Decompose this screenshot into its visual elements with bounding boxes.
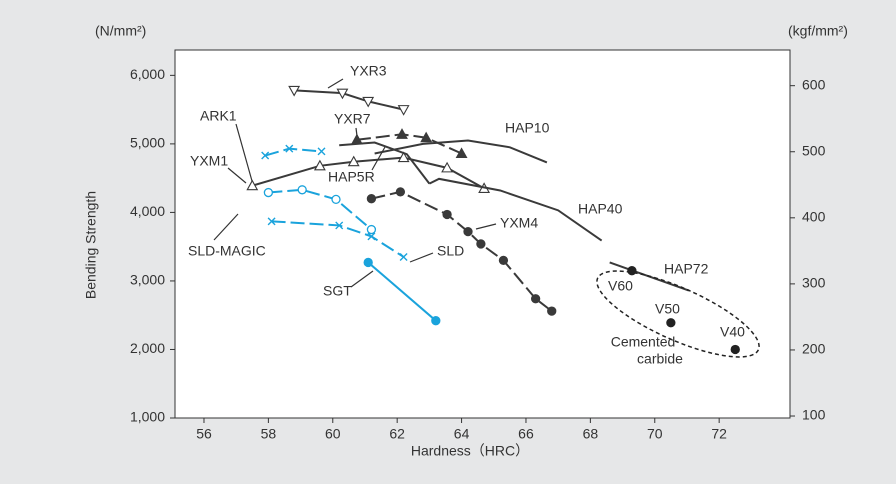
marker bbox=[297, 185, 307, 195]
marker bbox=[362, 96, 375, 108]
marker bbox=[442, 209, 452, 220]
point-label: V60 bbox=[608, 278, 633, 294]
series-label: YXM1 bbox=[190, 153, 228, 169]
series-label: YXM4 bbox=[500, 215, 538, 231]
marker bbox=[288, 85, 301, 97]
x-axis-label: Hardness（HRC） bbox=[411, 443, 529, 459]
y-tick-label: 3,000 bbox=[130, 272, 165, 288]
marker bbox=[285, 144, 294, 153]
point-label: V40 bbox=[720, 324, 745, 340]
series-line bbox=[294, 89, 404, 111]
series-label: HAP10 bbox=[505, 120, 550, 136]
series-line bbox=[371, 190, 553, 312]
y-tick-label: 1,000 bbox=[130, 409, 165, 425]
marker bbox=[335, 221, 344, 230]
series-label: HAP5R bbox=[328, 169, 375, 185]
marker bbox=[441, 161, 454, 173]
marker bbox=[455, 147, 468, 159]
series-line bbox=[367, 261, 437, 322]
marker bbox=[261, 151, 270, 160]
label-arrow bbox=[355, 127, 358, 137]
y-tick-label: 6,000 bbox=[130, 66, 165, 82]
label-arrow bbox=[409, 252, 434, 263]
marker bbox=[267, 217, 276, 226]
series-label: YXR3 bbox=[350, 63, 387, 79]
x-tick-label: 66 bbox=[518, 426, 534, 442]
x-tick-label: 60 bbox=[325, 426, 341, 442]
series-line bbox=[268, 188, 373, 231]
y-tick-label: 2,000 bbox=[130, 340, 165, 356]
x-tick-label: 64 bbox=[454, 426, 470, 442]
series-line bbox=[339, 141, 431, 185]
marker bbox=[420, 131, 433, 143]
series-label: YXR7 bbox=[334, 111, 371, 127]
label-arrow bbox=[235, 123, 253, 182]
marker bbox=[347, 155, 360, 167]
y2-tick-label: 200 bbox=[802, 341, 826, 357]
marker bbox=[395, 187, 406, 197]
y-tick-label: 4,000 bbox=[130, 203, 165, 219]
carbide-label: carbide bbox=[637, 351, 683, 367]
series-label: SLD-MAGIC bbox=[188, 243, 266, 259]
y-unit-label: (N/mm²) bbox=[95, 23, 146, 39]
series-line bbox=[271, 220, 405, 258]
label-arrow bbox=[213, 213, 239, 241]
label-arrow bbox=[475, 223, 497, 230]
y2-tick-label: 100 bbox=[802, 407, 826, 423]
label-arrow bbox=[371, 146, 386, 171]
marker bbox=[547, 306, 557, 316]
marker bbox=[397, 105, 410, 116]
marker bbox=[336, 88, 349, 100]
label-arrow bbox=[227, 167, 247, 184]
label-arrow bbox=[327, 78, 344, 89]
label-arrow bbox=[350, 270, 374, 288]
y2-tick-label: 500 bbox=[802, 142, 826, 158]
x-tick-label: 58 bbox=[261, 426, 277, 442]
marker bbox=[463, 226, 473, 237]
x-tick-label: 68 bbox=[583, 426, 599, 442]
marker bbox=[363, 257, 373, 268]
marker bbox=[367, 232, 376, 241]
series-line bbox=[251, 156, 485, 190]
series-label: HAP40 bbox=[578, 201, 623, 217]
marker bbox=[366, 194, 377, 204]
series-label: SLD bbox=[437, 243, 464, 259]
y2-tick-label: 400 bbox=[802, 209, 826, 225]
marker bbox=[313, 159, 326, 171]
x-tick-label: 72 bbox=[711, 426, 727, 442]
marker bbox=[730, 344, 740, 355]
marker bbox=[399, 252, 408, 261]
marker bbox=[396, 128, 408, 139]
marker bbox=[331, 194, 341, 205]
marker bbox=[397, 151, 410, 163]
series-line bbox=[374, 139, 548, 164]
marker bbox=[366, 224, 377, 235]
series-label: HAP72 bbox=[664, 261, 709, 277]
marker bbox=[431, 316, 441, 326]
carbide-label: Cemented bbox=[611, 334, 676, 350]
marker bbox=[246, 179, 259, 191]
series-label: ARK1 bbox=[200, 108, 237, 124]
x-tick-label: 56 bbox=[196, 426, 212, 442]
series-line bbox=[428, 177, 603, 242]
marker bbox=[498, 255, 509, 266]
y2-unit-label: (kgf/mm²) bbox=[788, 23, 848, 39]
marker bbox=[666, 318, 676, 328]
marker bbox=[530, 294, 541, 304]
series-line bbox=[356, 133, 462, 155]
plot-area bbox=[174, 49, 791, 419]
y-axis-label: Bending Strength bbox=[83, 191, 99, 299]
y2-tick-label: 600 bbox=[802, 76, 826, 92]
marker bbox=[317, 147, 326, 156]
y-tick-label: 5,000 bbox=[130, 135, 165, 151]
y2-tick-label: 300 bbox=[802, 275, 826, 291]
x-tick-label: 70 bbox=[647, 426, 663, 442]
series-label: SGT bbox=[323, 283, 352, 299]
point-label: V50 bbox=[655, 301, 680, 317]
marker bbox=[263, 187, 274, 198]
marker bbox=[476, 239, 486, 249]
x-tick-label: 62 bbox=[389, 426, 405, 442]
